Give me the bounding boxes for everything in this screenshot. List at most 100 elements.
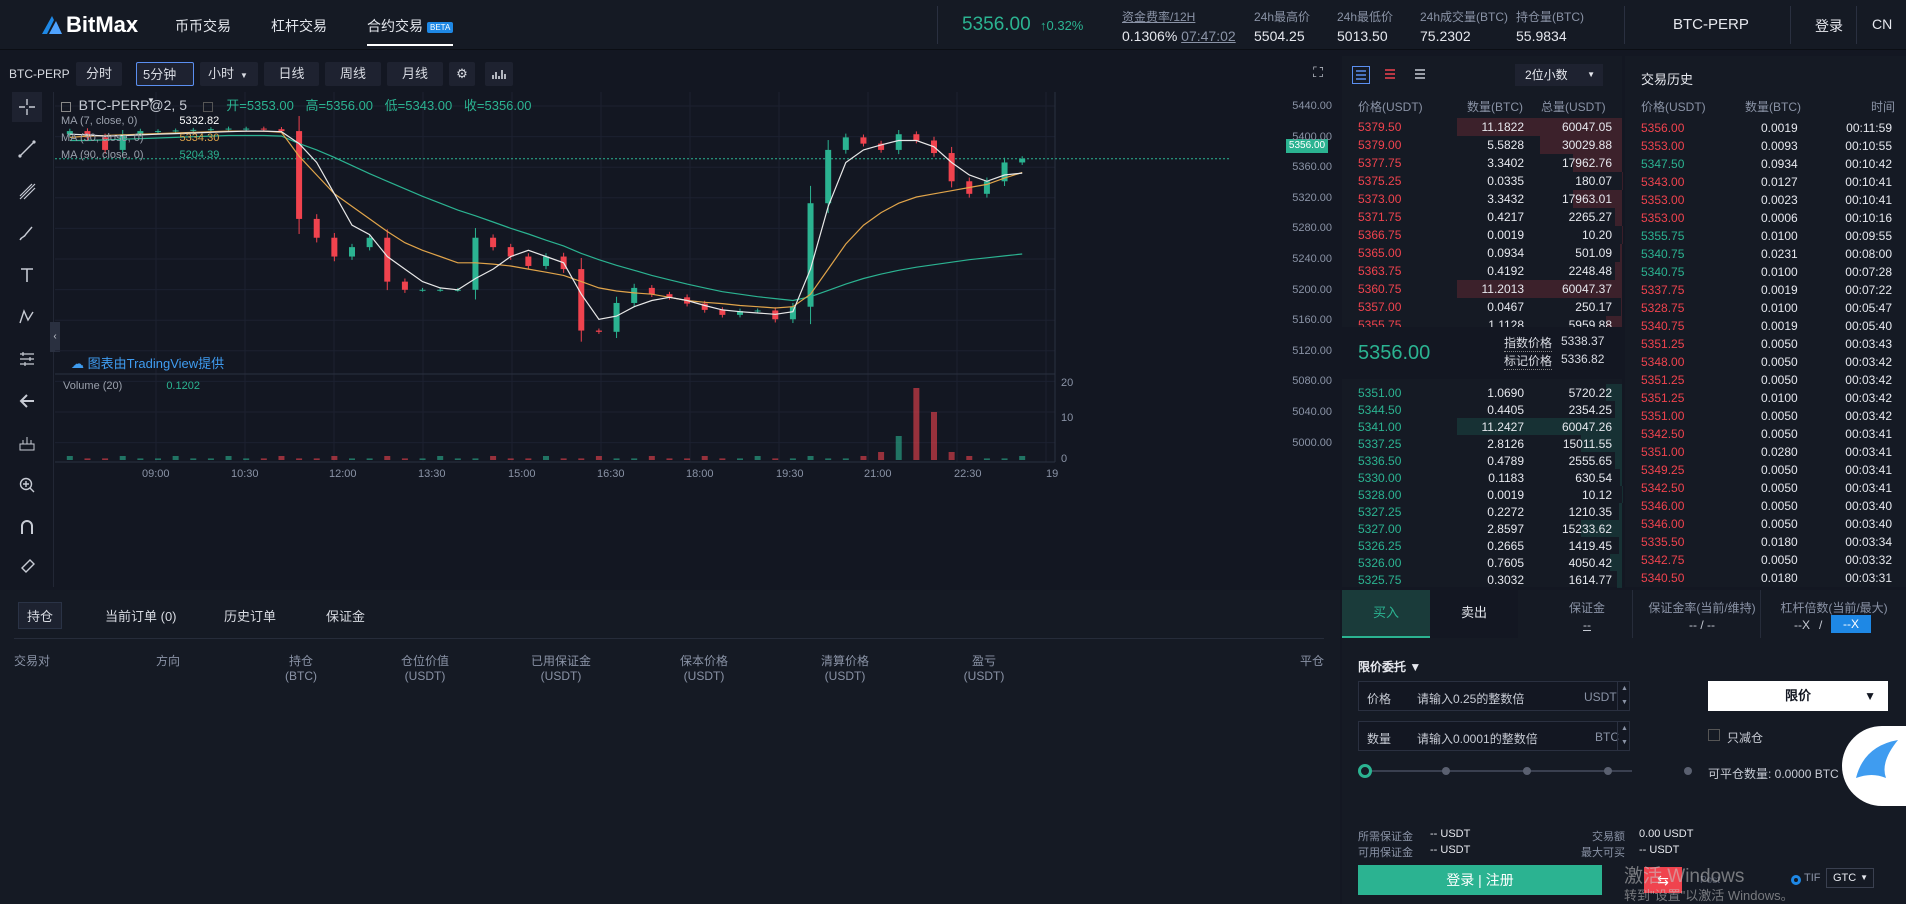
trade-price: 5340.75 xyxy=(1641,265,1685,279)
bid-row[interactable]: 5351.00 1.0690 5720.22 xyxy=(1342,384,1622,402)
symbol-selector[interactable]: BTC-PERP xyxy=(1673,16,1749,33)
ohlc-close: 收=5356.00 xyxy=(463,98,532,113)
decimals-select[interactable]: 2位小数 ▼ xyxy=(1515,64,1603,86)
ask-row[interactable]: 5371.75 0.4217 2265.27 xyxy=(1342,208,1622,226)
book-view-bids-icon[interactable] xyxy=(1412,66,1430,84)
collapse-toolbar-handle[interactable]: ‹ xyxy=(50,322,60,352)
bid-row[interactable]: 5327.00 2.8597 15233.62 xyxy=(1342,520,1622,538)
slider-tick[interactable] xyxy=(1604,767,1612,775)
brand-logo[interactable]: BitMax xyxy=(42,12,138,38)
candle-body xyxy=(913,134,920,141)
bid-row[interactable]: 5325.75 0.3032 1614.77 xyxy=(1342,571,1622,589)
chart-canvas xyxy=(55,92,1230,463)
slider-handle[interactable] xyxy=(1358,764,1372,778)
volume-bar xyxy=(84,458,91,460)
magnet-icon[interactable] xyxy=(12,512,42,542)
arrow-left-icon[interactable] xyxy=(12,386,42,416)
pattern-icon[interactable] xyxy=(12,302,42,332)
bid-row[interactable]: 5328.00 0.0019 10.12 xyxy=(1342,486,1622,504)
language-switch[interactable]: CN xyxy=(1872,16,1893,32)
available-margin-value: -- USDT xyxy=(1430,844,1471,856)
ask-row[interactable]: 5366.75 0.0019 10.20 xyxy=(1342,226,1622,244)
ask-row[interactable]: 5379.50 11.1822 60047.05 xyxy=(1342,118,1622,136)
bid-row[interactable]: 5327.25 0.2272 1210.35 xyxy=(1342,503,1622,521)
crosshair-icon[interactable] xyxy=(12,92,42,122)
price-input[interactable]: 价格 请输入0.25的整数倍 USDT ▲ ▼ xyxy=(1358,681,1630,711)
quantity-slider-track[interactable] xyxy=(1364,770,1632,772)
tab-open-orders[interactable]: 当前订单 (0) xyxy=(105,609,177,624)
login-register-button[interactable]: 登录 | 注册 xyxy=(1358,865,1602,895)
bid-row[interactable]: 5326.25 0.2665 1419.45 xyxy=(1342,537,1622,555)
sell-tab[interactable]: 卖出 xyxy=(1430,590,1518,638)
fib-icon[interactable] xyxy=(12,176,42,206)
slider-tick[interactable] xyxy=(1684,767,1692,775)
bid-row[interactable]: 5330.00 0.1183 630.54 xyxy=(1342,469,1622,487)
tif-radio[interactable] xyxy=(1791,875,1801,885)
order-type-select[interactable]: 限价委托 ▼ xyxy=(1358,658,1421,675)
trade-row: 5353.00 0.0006 00:10:16 xyxy=(1625,209,1906,227)
bid-row[interactable]: 5336.50 0.4789 2555.65 xyxy=(1342,452,1622,470)
tab-margin[interactable]: 保证金 xyxy=(326,609,366,624)
bid-row[interactable]: 5337.25 2.8126 15011.55 xyxy=(1342,435,1622,453)
trade-row: 5348.00 0.0050 00:03:42 xyxy=(1625,353,1906,371)
book-view-both-icon[interactable] xyxy=(1352,66,1370,84)
tradingview-credit[interactable]: ☁ 图表由TradingView提供 xyxy=(71,353,224,372)
leverage-max[interactable]: --X xyxy=(1831,615,1871,633)
limit-select[interactable]: 限价 ▼ xyxy=(1708,681,1888,711)
gear-icon[interactable]: ⚙ xyxy=(449,62,475,86)
ask-row[interactable]: 5375.25 0.0335 180.07 xyxy=(1342,172,1622,190)
chart-settings-icon[interactable] xyxy=(202,101,213,112)
price-chart[interactable]: BTC-PERP@2, 5 开=5353.00 高=5356.00 低=5343… xyxy=(55,92,1340,587)
zoom-in-icon[interactable] xyxy=(12,470,42,500)
collapse-legend-icon[interactable] xyxy=(61,101,71,112)
nav-futures[interactable]: 合约交易 BETA xyxy=(367,16,454,46)
ask-total: 180.07 xyxy=(1575,174,1612,188)
nav-spot[interactable]: 币币交易 xyxy=(175,18,231,34)
ask-row[interactable]: 5377.75 3.3402 17962.76 xyxy=(1342,154,1622,172)
interval-hour[interactable]: 小时 ▼ xyxy=(200,62,258,86)
ask-row[interactable]: 5363.75 0.4192 2248.48 xyxy=(1342,262,1622,280)
volume-tick: 0 xyxy=(1061,453,1068,465)
brush-icon[interactable] xyxy=(12,218,42,248)
ruler-icon[interactable] xyxy=(12,428,42,458)
bid-row[interactable]: 5326.00 0.7605 4050.42 xyxy=(1342,554,1622,572)
quantity-input[interactable]: 数量 请输入0.0001的整数倍 BTC ▲ ▼ xyxy=(1358,721,1630,751)
slider-tick[interactable] xyxy=(1523,767,1531,775)
interval-5min[interactable]: 5分钟 ▼ xyxy=(136,62,194,105)
login-link[interactable]: 登录 xyxy=(1815,18,1843,34)
candle-body xyxy=(437,289,444,291)
bid-row[interactable]: 5341.00 11.2427 60047.26 xyxy=(1342,418,1622,436)
swap-icon[interactable]: ⇆ xyxy=(1644,867,1682,893)
trade-row: 5340.50 0.0180 00:03:31 xyxy=(1625,569,1906,587)
qty-stepper-icon[interactable]: ▲ ▼ xyxy=(1617,722,1631,750)
fullscreen-icon[interactable]: ⛶ xyxy=(1313,64,1323,80)
price-stepper-icon[interactable]: ▲ ▼ xyxy=(1617,682,1631,710)
text-icon[interactable] xyxy=(12,260,42,290)
tab-positions[interactable]: 持仓 xyxy=(18,602,63,629)
bid-row[interactable]: 5344.50 0.4405 2354.25 xyxy=(1342,401,1622,419)
buy-tab[interactable]: 买入 xyxy=(1342,590,1430,638)
ask-row[interactable]: 5357.00 0.0467 250.17 xyxy=(1342,298,1622,316)
ask-row[interactable]: 5373.00 3.3432 17963.01 xyxy=(1342,190,1622,208)
time-tick: 15:00 xyxy=(508,468,536,480)
interval-week[interactable]: 周线 xyxy=(325,62,381,86)
indicators-icon[interactable] xyxy=(485,62,513,86)
book-view-asks-icon[interactable] xyxy=(1382,66,1400,84)
measure-icon[interactable] xyxy=(12,344,42,374)
ask-row[interactable]: 5360.75 11.2013 60047.37 xyxy=(1342,280,1622,298)
ask-row[interactable]: 5365.00 0.0934 501.09 xyxy=(1342,244,1622,262)
interval-month[interactable]: 月线 xyxy=(387,62,443,86)
eraser-icon[interactable] xyxy=(12,550,42,580)
tif-label: TIF xyxy=(1804,872,1821,884)
ma-label: MA (7, close, 0) xyxy=(61,115,138,127)
interval-tick[interactable]: 分时 xyxy=(76,62,123,86)
bird-mascot-icon[interactable] xyxy=(1842,726,1906,806)
gtc-select[interactable]: GTC ▼ xyxy=(1826,868,1874,888)
trend-line-icon[interactable] xyxy=(12,134,42,164)
slider-tick[interactable] xyxy=(1442,767,1450,775)
nav-margin[interactable]: 杠杆交易 xyxy=(271,18,327,34)
tab-order-history[interactable]: 历史订单 xyxy=(224,609,277,624)
reduce-only-checkbox[interactable] xyxy=(1708,729,1720,741)
ask-row[interactable]: 5379.00 5.5828 30029.88 xyxy=(1342,136,1622,154)
interval-day[interactable]: 日线 xyxy=(264,62,319,86)
